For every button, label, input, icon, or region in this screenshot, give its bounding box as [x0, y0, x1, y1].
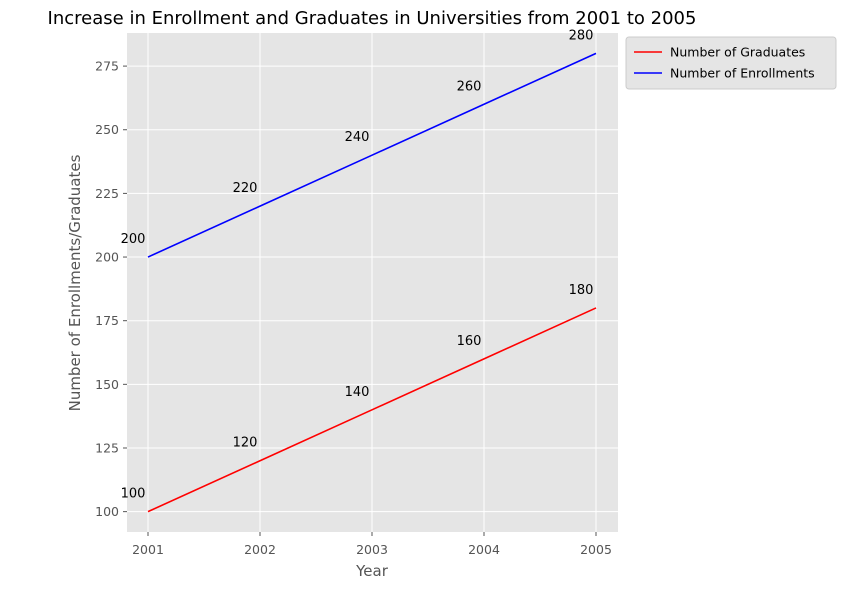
data-label: 240 [345, 130, 370, 145]
x-grid-lines [147, 33, 597, 532]
data-label: 280 [569, 28, 594, 43]
y-tick-label: 175 [95, 313, 119, 328]
legend-label: Number of Enrollments [670, 66, 815, 81]
x-tick-label: 2001 [132, 542, 164, 557]
data-label: 140 [345, 385, 370, 400]
y-axis-ticks: 100 125 150 175 200 225 250 275 [95, 59, 127, 519]
x-axis-ticks: 2001 2002 2003 2004 2005 [132, 532, 612, 557]
x-tick-label: 2004 [468, 542, 500, 557]
data-label: 220 [233, 181, 258, 196]
data-label: 120 [233, 436, 258, 451]
chart-title: Increase in Enrollment and Graduates in … [48, 8, 697, 29]
y-grid-lines [127, 65, 618, 513]
data-label: 180 [569, 283, 594, 298]
x-tick-label: 2002 [244, 542, 276, 557]
y-tick-label: 200 [95, 250, 119, 265]
y-tick-label: 225 [95, 186, 119, 201]
legend-box [625, 36, 837, 90]
data-label: 160 [457, 334, 482, 349]
legend-label: Number of Graduates [670, 45, 805, 60]
series-line-1 [147, 307, 597, 513]
series-line-2 [147, 52, 597, 258]
data-label: 260 [457, 79, 482, 94]
x-axis-label: Year [355, 562, 389, 580]
y-tick-label: 100 [95, 504, 119, 519]
y-tick-label: 150 [95, 377, 119, 392]
x-tick-label: 2005 [580, 542, 612, 557]
x-tick-label: 2003 [356, 542, 388, 557]
data-label: 100 [121, 487, 146, 502]
y-tick-label: 125 [95, 440, 119, 455]
data-labels: 100 120 140 160 180 200 220 240 260 280 [121, 28, 594, 501]
legend: Number of Graduates Number of Enrollments [625, 36, 837, 90]
data-label: 200 [121, 232, 146, 247]
series-lines [147, 52, 597, 513]
y-axis-label: Number of Enrollments/Graduates [66, 154, 84, 411]
y-tick-label: 250 [95, 122, 119, 137]
y-tick-label: 275 [95, 59, 119, 74]
